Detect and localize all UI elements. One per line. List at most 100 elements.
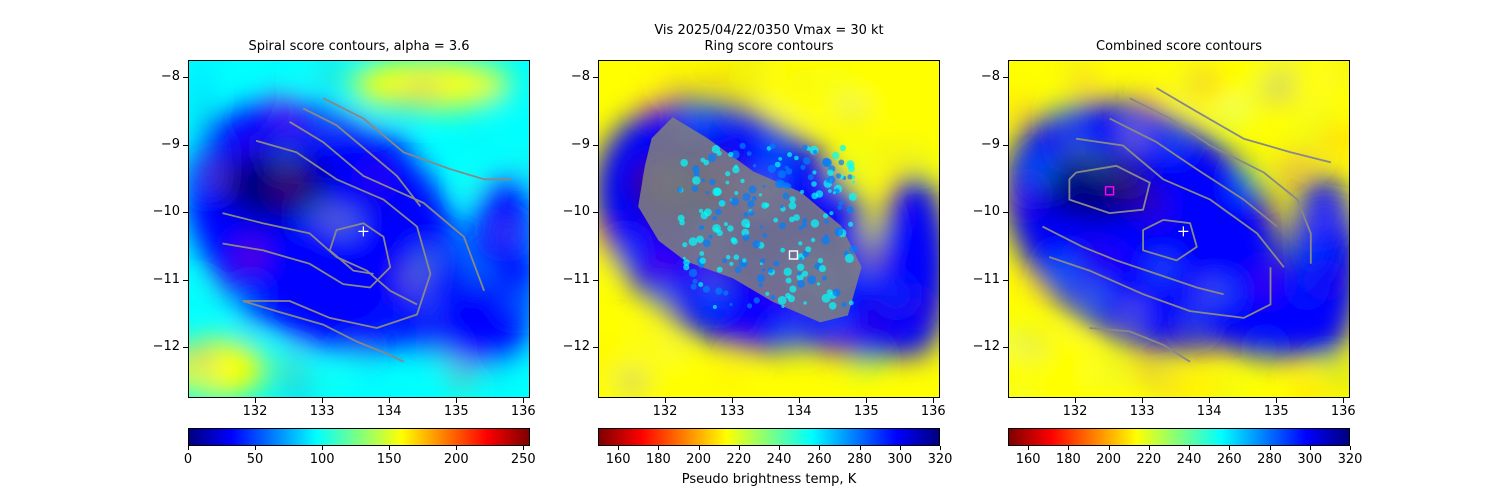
noise-speck — [475, 75, 484, 84]
ring-contour-hole — [699, 257, 706, 264]
noise-speck — [649, 95, 662, 108]
noise-speck — [251, 121, 262, 132]
ring-contour-hole — [796, 263, 805, 271]
ring-contour-hole — [773, 260, 780, 267]
y-tick-mark — [1003, 279, 1008, 281]
y-tick-label: −10 — [152, 204, 180, 220]
ring-contour-hole — [816, 282, 821, 286]
ring-contour-hole — [762, 232, 768, 238]
ring-contour-hole — [848, 221, 854, 227]
noise-speck — [655, 288, 667, 300]
noise-speck — [1319, 110, 1329, 119]
noise-speck — [1187, 315, 1201, 328]
colorbar-tick-mark — [940, 446, 941, 450]
noise-speck — [193, 107, 210, 123]
ring-contour-hole — [827, 169, 834, 176]
ring-contour-hole — [740, 178, 745, 184]
noise-speck — [689, 110, 708, 129]
noise-speck — [1025, 336, 1041, 352]
noise-speck — [1201, 334, 1213, 346]
ring-contour-hole — [712, 305, 717, 309]
ring-contour-hole — [683, 264, 690, 271]
colorbar-tick-label: 220 — [1136, 452, 1162, 467]
noise-speck — [1176, 327, 1195, 346]
colorbar-tick-mark — [523, 446, 525, 450]
noise-speck — [888, 286, 905, 303]
ring-contour-hole — [731, 238, 738, 245]
ring-contour-hole — [812, 170, 817, 175]
colorbar-tick-mark — [188, 446, 189, 450]
noise-speck — [283, 178, 297, 192]
ring-contour-hole — [803, 301, 807, 305]
x-tick-mark — [1276, 398, 1278, 403]
ring-contour-hole — [753, 297, 760, 304]
ring-contour-hole — [847, 174, 853, 180]
ring-contour-hole — [742, 234, 750, 242]
x-tick-mark — [799, 398, 801, 403]
noise-speck — [224, 379, 232, 386]
y-tick-mark — [1003, 347, 1008, 349]
noise-speck — [1282, 136, 1293, 148]
ring-contour-hole — [732, 165, 740, 174]
ring-contour-hole — [848, 300, 854, 306]
y-tick-mark — [593, 76, 598, 78]
x-tick-mark — [456, 398, 458, 403]
colorbar-tick-mark — [1108, 446, 1110, 450]
colorbar-tick-mark — [1269, 446, 1271, 450]
noise-speck — [1222, 388, 1238, 397]
noise-speck — [795, 78, 804, 87]
y-tick-label: −12 — [972, 339, 1000, 355]
ring-contour-hole — [838, 200, 844, 206]
noise-speck — [772, 114, 782, 125]
noise-speck — [1060, 102, 1077, 118]
x-tick-mark — [866, 398, 868, 403]
noise-speck — [608, 258, 621, 272]
noise-speck — [333, 69, 346, 82]
noise-speck — [730, 107, 743, 120]
noise-speck — [1059, 120, 1071, 132]
y-tick-label: −8 — [160, 68, 180, 84]
ring-contour-hole — [834, 227, 844, 237]
center-square-marker — [788, 250, 799, 260]
ring-contour-hole — [789, 216, 795, 223]
ring-contour-hole — [718, 200, 726, 207]
noise-speck — [399, 257, 410, 268]
ring-contour-hole — [767, 267, 774, 273]
noise-speck — [247, 140, 255, 148]
noise-speck — [1137, 93, 1148, 104]
contour-line — [1042, 225, 1224, 296]
ring-contour-hole — [838, 159, 845, 166]
x-tick-mark — [322, 398, 324, 403]
noise-speck — [1012, 98, 1022, 108]
noise-speck — [1009, 329, 1017, 343]
ring-contour-hole — [677, 214, 685, 222]
y-tick-label: −12 — [152, 339, 180, 355]
y-tick-mark — [593, 144, 598, 146]
noise-speck — [364, 194, 381, 211]
colorbar-tick-mark — [819, 446, 821, 450]
ring-contour-hole — [797, 279, 806, 288]
ring-contour-hole — [734, 266, 742, 274]
x-tick-mark — [389, 398, 391, 403]
noise-speck — [1165, 134, 1180, 149]
ring-contour-hole — [691, 185, 699, 192]
noise-speck — [1337, 64, 1346, 73]
noise-speck — [738, 336, 752, 351]
x-tick-label: 133 — [309, 404, 335, 419]
x-tick-mark — [255, 398, 257, 403]
noise-speck — [1306, 213, 1319, 226]
x-tick-mark — [1343, 398, 1345, 403]
noise-speck — [1134, 366, 1147, 379]
noise-speck — [510, 160, 522, 172]
colorbar-tick-label: 320 — [1337, 452, 1363, 467]
colorbar-tick-label: 50 — [246, 452, 264, 467]
ring-contour-hole — [742, 258, 747, 263]
combined-score-plot — [1008, 60, 1350, 398]
ring-contour-hole — [801, 218, 808, 224]
center-plus-marker — [1178, 226, 1189, 237]
ring-contour-hole — [692, 176, 701, 185]
noise-speck — [827, 71, 841, 86]
x-tick-mark — [1075, 398, 1077, 403]
colorbar-tick-label: 320 — [927, 452, 953, 467]
noise-speck — [1054, 135, 1065, 146]
